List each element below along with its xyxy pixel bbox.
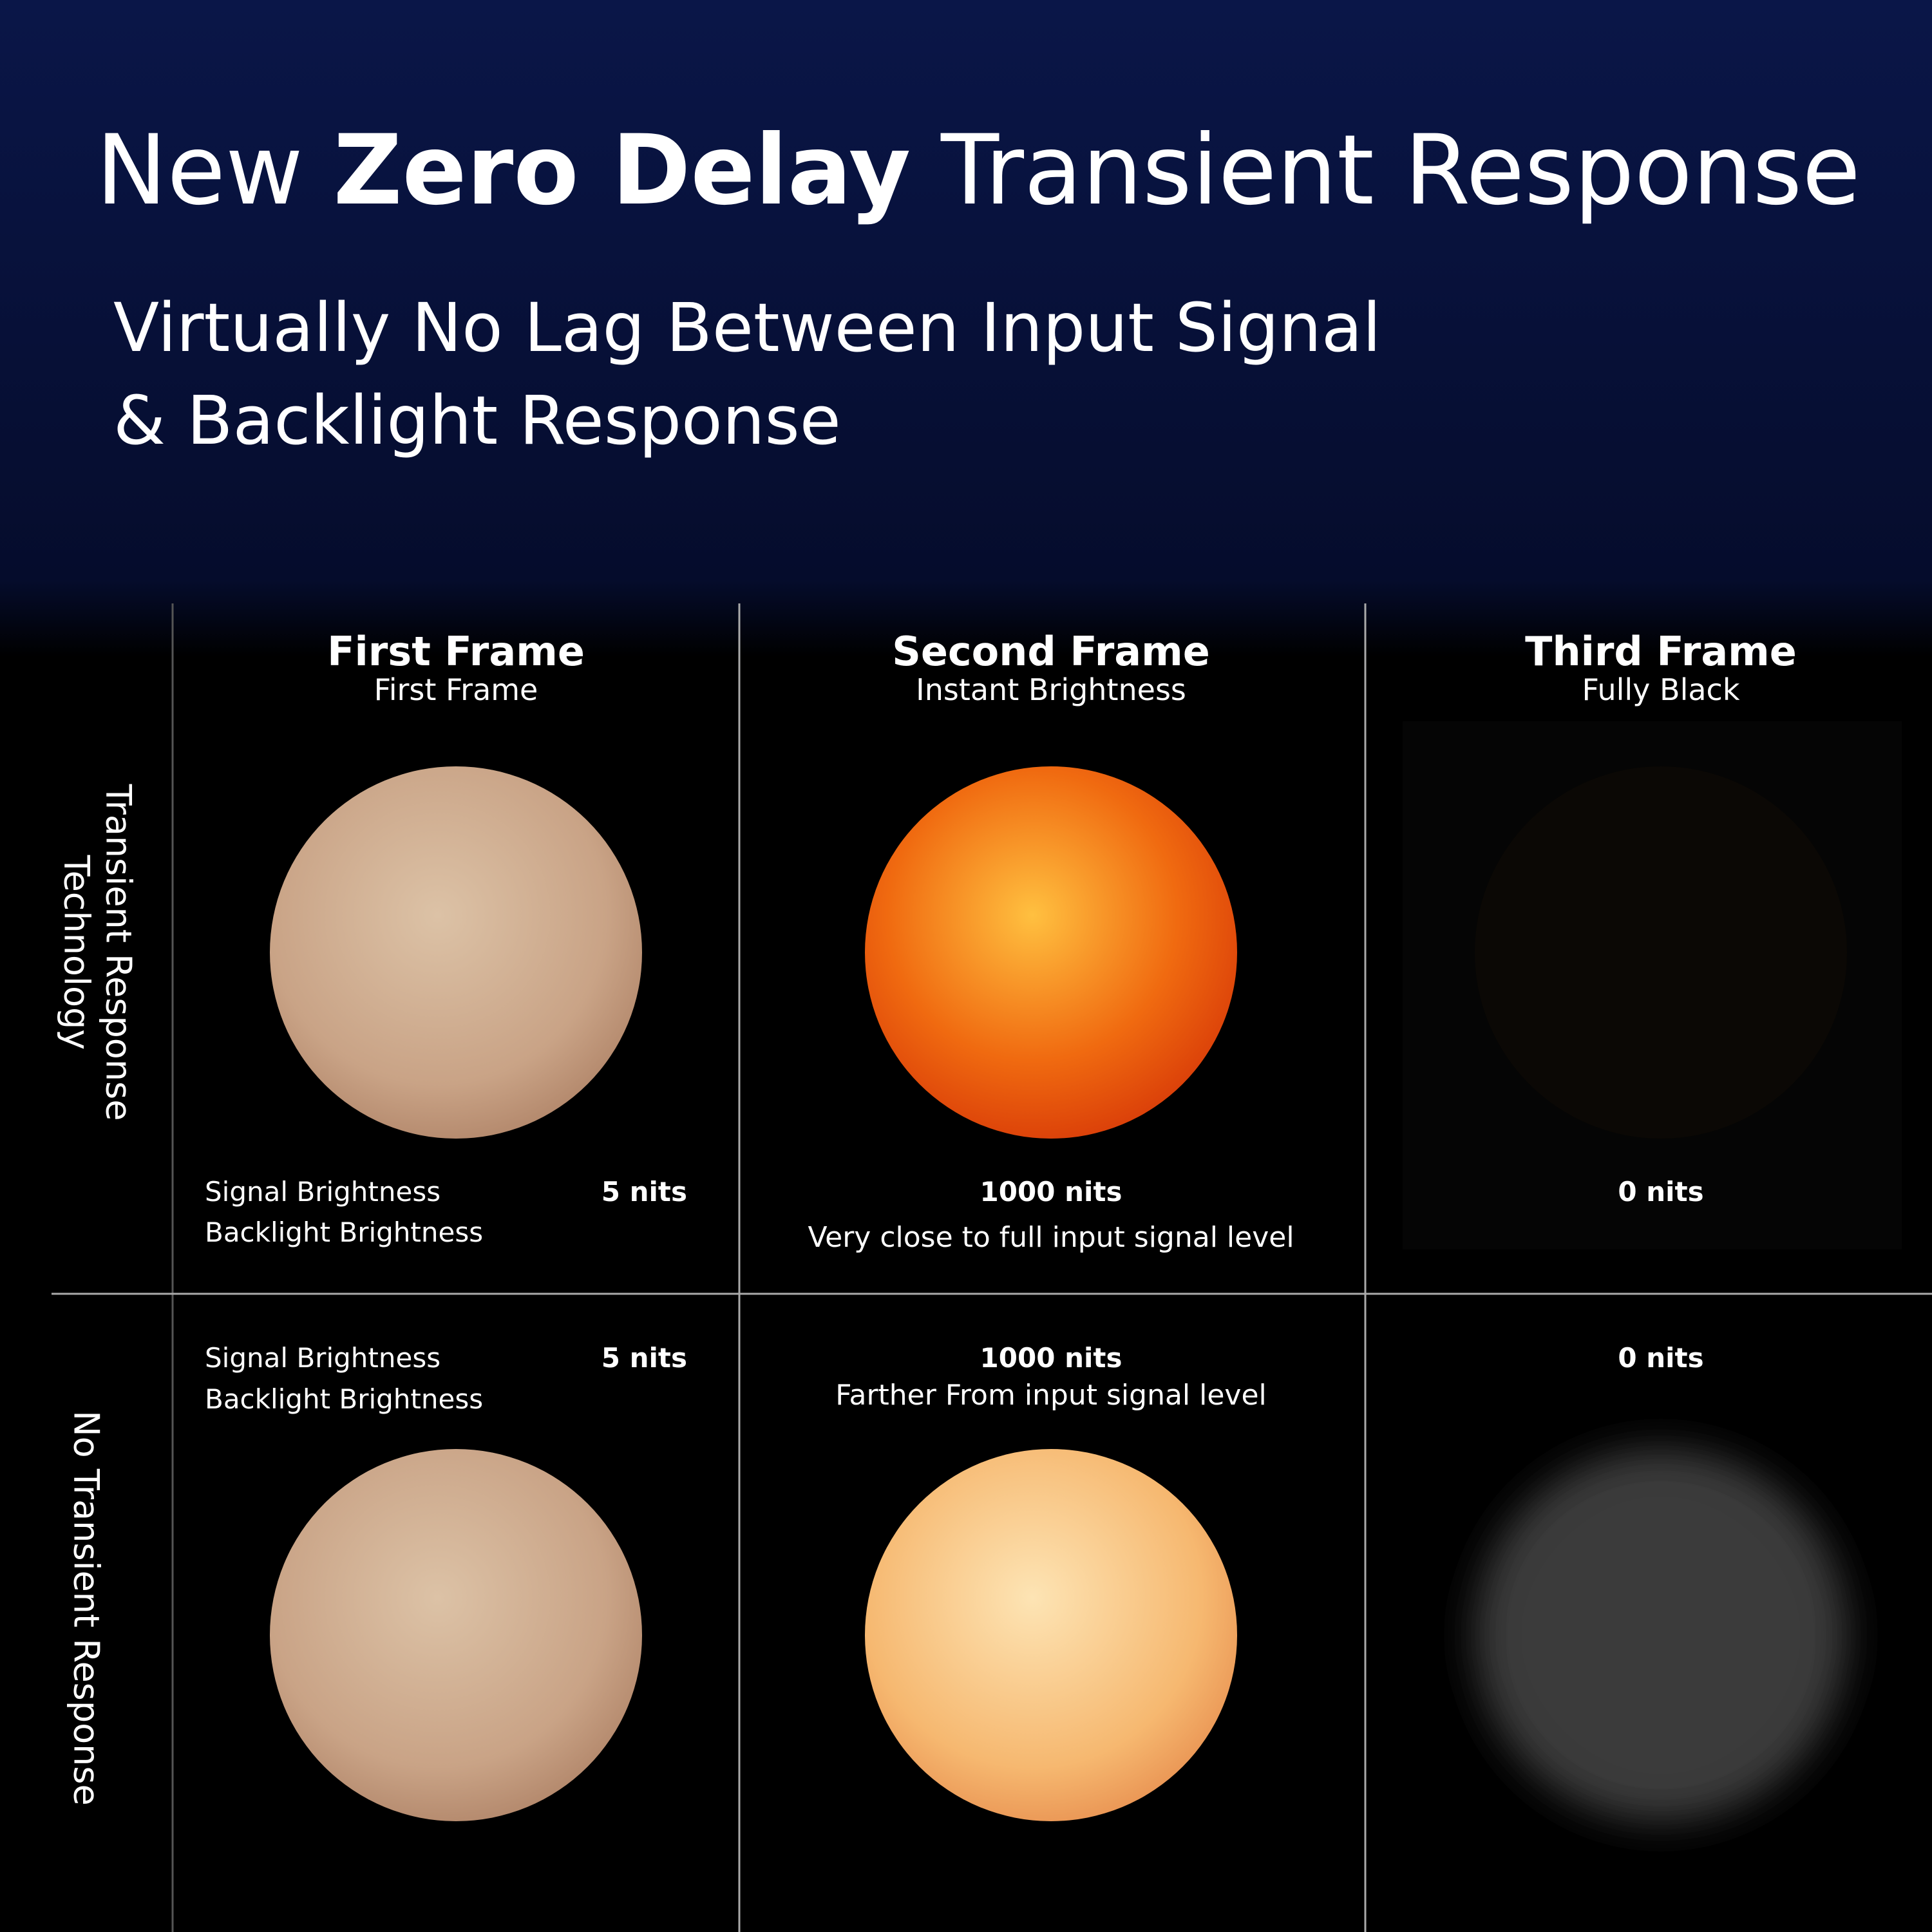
cell-label: Backlight Brightness	[205, 1383, 483, 1415]
title-part: Transient Response	[940, 115, 1861, 227]
column-subtitle: First Frame	[374, 672, 538, 707]
column-title: Third Frame	[1525, 628, 1797, 675]
cell-value: 5 nits	[601, 1176, 687, 1208]
cell-note: Very close to full input signal level	[808, 1221, 1294, 1254]
column-subtitle: Instant Brightness	[916, 672, 1186, 707]
subtitle: & Backlight Response	[113, 381, 841, 460]
grid	[52, 603, 1932, 1932]
title-part: New	[96, 115, 303, 227]
sphere	[270, 766, 642, 1139]
subtitle: Virtually No Lag Between Input Signal	[113, 289, 1381, 367]
row-label: Transient Response	[98, 784, 138, 1121]
row-label: No Transient Response	[66, 1410, 106, 1805]
cell-note: Farther From input signal level	[835, 1379, 1267, 1412]
column-title: Second Frame	[892, 628, 1210, 675]
cell-value: 1000 nits	[980, 1176, 1122, 1208]
spheres	[270, 766, 1847, 1821]
cell-value: 0 nits	[1618, 1342, 1703, 1374]
sphere	[865, 1449, 1237, 1821]
cell-value: 5 nits	[601, 1342, 687, 1374]
column-title: First Frame	[327, 628, 585, 675]
cell-label: Signal Brightness	[205, 1176, 440, 1208]
cell-value: 1000 nits	[980, 1342, 1122, 1374]
title-bold: Zero Delay	[334, 115, 911, 227]
sphere	[1475, 1449, 1847, 1821]
column-subtitle: Fully Black	[1582, 672, 1740, 707]
cell-value: 0 nits	[1618, 1176, 1703, 1208]
sphere	[270, 1449, 642, 1821]
cell-label: Signal Brightness	[205, 1342, 440, 1374]
title: New Zero Delay Transient Response	[96, 115, 1861, 227]
sphere	[865, 766, 1237, 1139]
sphere	[1475, 766, 1847, 1139]
cell-label: Backlight Brightness	[205, 1217, 483, 1248]
row-label: Technology	[56, 855, 97, 1050]
